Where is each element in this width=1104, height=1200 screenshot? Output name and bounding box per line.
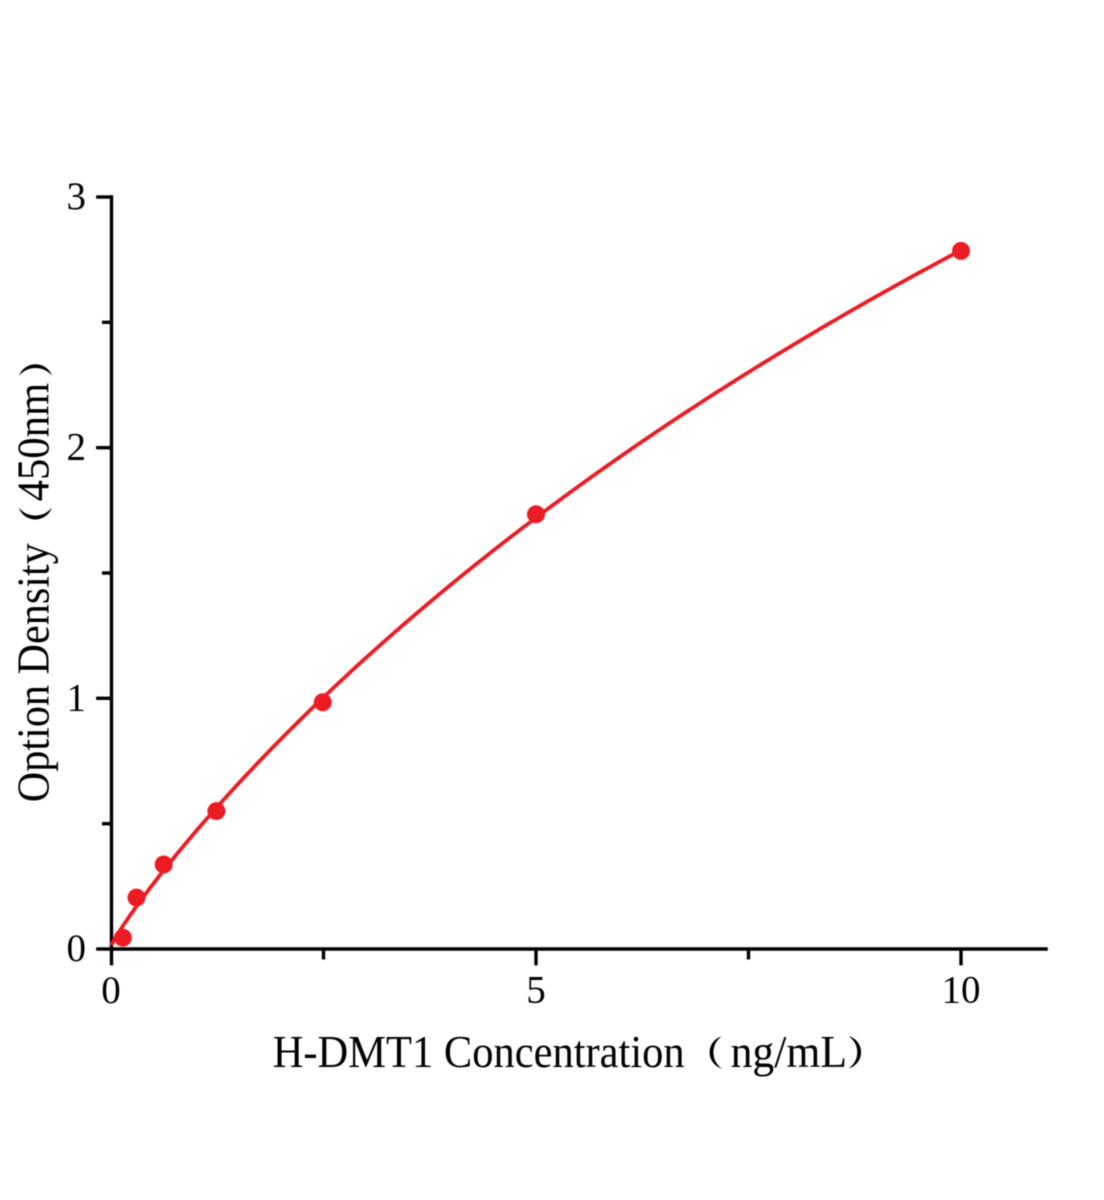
svg-text:1: 1 [67, 676, 87, 719]
svg-text:450nm: 450nm [7, 383, 58, 502]
svg-text:H-DMT1 Concentration: H-DMT1 Concentration [273, 1026, 685, 1077]
svg-text:Option Density: Option Density [7, 543, 58, 802]
svg-text:0: 0 [101, 969, 121, 1012]
svg-text:10: 10 [942, 969, 981, 1012]
svg-text:0: 0 [67, 927, 87, 970]
svg-text:3: 3 [67, 175, 87, 218]
svg-text:5: 5 [526, 969, 546, 1012]
svg-text:ng/mL: ng/mL [731, 1026, 848, 1077]
svg-text:2: 2 [67, 426, 87, 469]
